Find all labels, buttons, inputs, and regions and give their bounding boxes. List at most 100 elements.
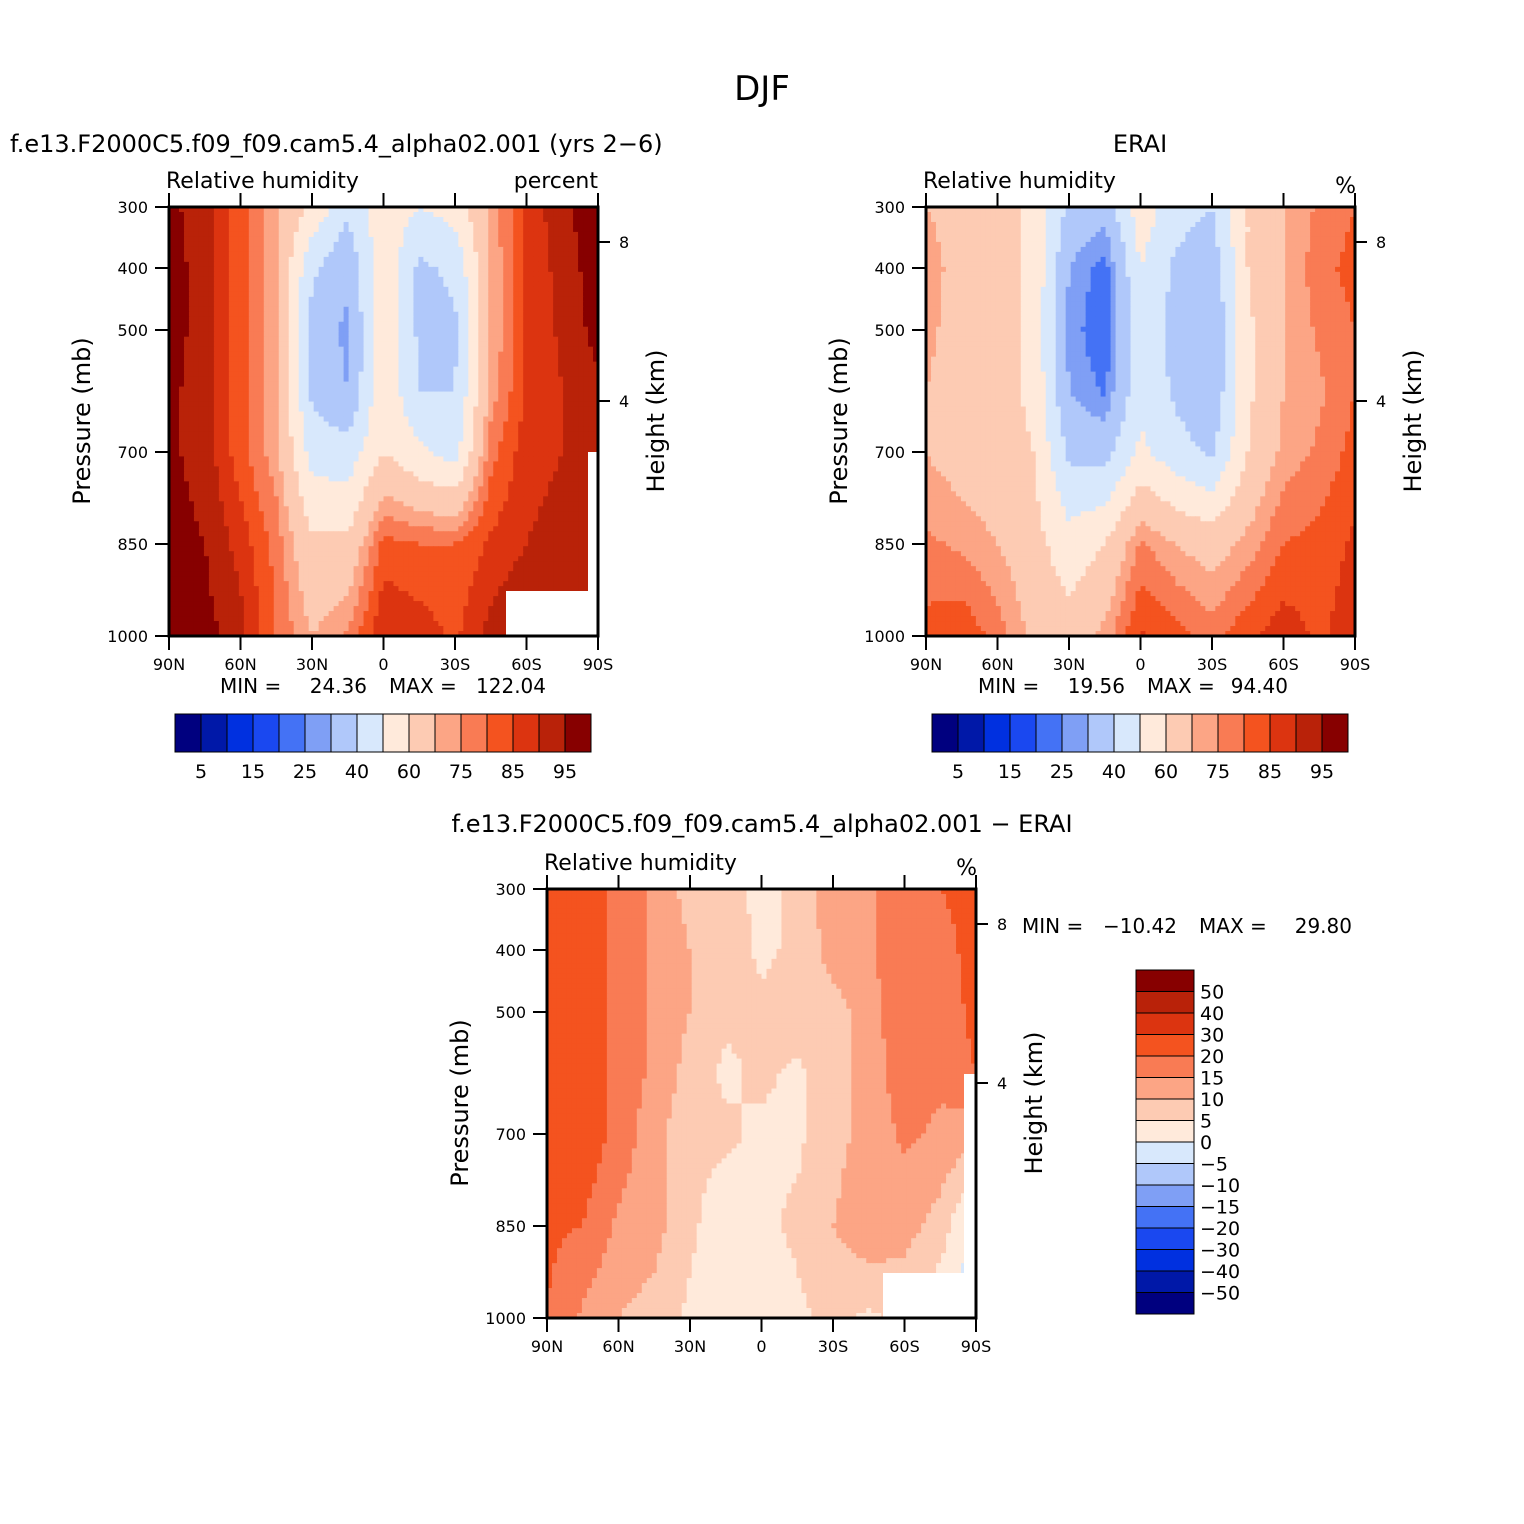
contour-cell: [198, 386, 205, 393]
contour-cell: [478, 226, 484, 233]
contour-cell: [588, 391, 594, 398]
contour-cell: [338, 311, 345, 318]
contour-cell: [563, 326, 569, 333]
contour-cell: [303, 276, 310, 283]
contour-cell: [248, 361, 255, 368]
contour-cell: [573, 441, 579, 448]
contour-cell: [588, 426, 594, 433]
contour-cell: [438, 306, 444, 313]
contour-cell: [508, 476, 514, 482]
contour-cell: [188, 431, 195, 438]
contour-cell: [553, 207, 559, 213]
contour-cell: [203, 301, 210, 308]
contour-cell: [368, 336, 375, 343]
contour-cell: [363, 401, 370, 408]
contour-cell: [403, 431, 410, 438]
contour-cell: [488, 471, 494, 477]
contour-cell: [353, 441, 360, 448]
contour-cell: [198, 241, 205, 248]
contour-cell: [268, 431, 275, 438]
contour-cell: [303, 296, 310, 303]
contour-cell: [493, 441, 499, 448]
contour-cell: [488, 396, 494, 403]
contour-cell: [398, 211, 405, 218]
contour-cell: [383, 456, 390, 463]
contour-cell: [518, 436, 524, 443]
contour-cell: [178, 481, 185, 487]
contour-cell: [203, 391, 210, 398]
contour-cell: [478, 261, 484, 268]
contour-cell: [328, 256, 335, 263]
contour-cell: [453, 371, 459, 378]
contour-cell: [183, 366, 190, 373]
contour-cell: [383, 396, 390, 403]
contour-cell: [388, 451, 395, 458]
contour-cell: [398, 221, 405, 228]
contour-cell: [303, 446, 310, 453]
contour-cell: [378, 316, 385, 323]
contour-cell: [553, 231, 559, 238]
contour-cell: [463, 331, 469, 338]
contour-cell: [198, 306, 205, 313]
contour-cell: [303, 226, 310, 233]
contour-cell: [193, 481, 200, 487]
contour-cell: [333, 351, 340, 358]
contour-cell: [393, 236, 400, 243]
contour-cell: [363, 216, 370, 223]
contour-cell: [478, 376, 484, 383]
contour-cell: [373, 301, 380, 308]
contour-cell: [433, 486, 439, 492]
contour-cell: [243, 261, 250, 268]
contour-cell: [218, 236, 225, 243]
contour-cell: [403, 296, 410, 303]
contour-cell: [318, 446, 325, 453]
contour-cell: [183, 391, 190, 398]
contour-cell: [408, 251, 415, 258]
contour-cell: [328, 376, 335, 383]
contour-cell: [533, 211, 539, 218]
contour-cell: [493, 426, 499, 433]
contour-cell: [178, 301, 185, 308]
contour-cell: [258, 336, 265, 343]
contour-cell: [378, 226, 385, 233]
contour-cell: [253, 281, 260, 288]
contour-cell: [443, 366, 449, 373]
contour-cell: [303, 221, 310, 228]
contour-cell: [273, 321, 280, 328]
contour-cell: [428, 207, 434, 213]
contour-cell: [478, 436, 484, 443]
contour-cell: [368, 426, 375, 433]
contour-cell: [478, 251, 484, 258]
contour-cell: [538, 466, 544, 472]
contour-cell: [458, 456, 464, 463]
contour-cell: [458, 226, 464, 233]
contour-cell: [508, 406, 514, 413]
contour-cell: [253, 386, 260, 393]
contour-cell: [278, 396, 285, 403]
contour-cell: [558, 331, 564, 338]
contour-cell: [213, 381, 220, 388]
contour-cell: [303, 326, 310, 333]
contour-cell: [283, 411, 290, 418]
contour-cell: [438, 356, 444, 363]
contour-cell: [178, 471, 185, 477]
contour-cell: [468, 221, 474, 228]
contour-cell: [198, 446, 205, 453]
contour-cell: [313, 371, 320, 378]
contour-cell: [468, 216, 474, 223]
contour-cell: [533, 481, 539, 487]
contour-cell: [363, 236, 370, 243]
contour-cell: [588, 271, 594, 278]
contour-cell: [313, 311, 320, 318]
contour-cell: [503, 356, 509, 363]
contour-cell: [223, 371, 230, 378]
contour-cell: [218, 366, 225, 373]
contour-cell: [358, 456, 365, 463]
contour-cell: [533, 236, 539, 243]
contour-cell: [183, 211, 190, 218]
contour-cell: [318, 386, 325, 393]
contour-cell: [403, 207, 410, 213]
contour-cell: [223, 481, 230, 487]
contour-cell: [483, 216, 489, 223]
contour-cell: [588, 321, 594, 328]
